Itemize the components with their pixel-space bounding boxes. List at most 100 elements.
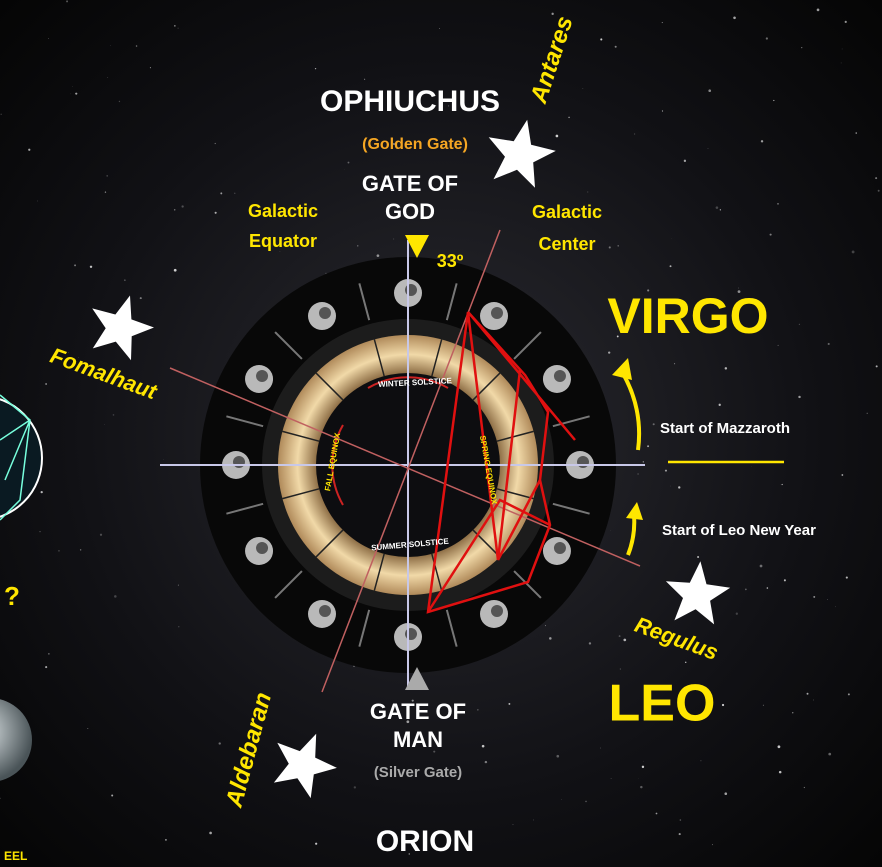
caption: EEL <box>4 849 27 863</box>
bg-star <box>640 786 642 788</box>
bg-star <box>609 246 611 248</box>
bg-star <box>745 588 747 590</box>
bg-star <box>761 140 763 142</box>
bg-star <box>876 365 878 367</box>
bg-star <box>174 25 176 27</box>
bg-star <box>234 193 235 194</box>
bg-star <box>781 484 782 485</box>
bg-star <box>848 693 850 695</box>
start-mazzaroth: Start of Mazzaroth <box>660 420 790 437</box>
bg-star <box>315 68 316 69</box>
bg-star <box>70 94 71 95</box>
bg-star <box>219 742 221 744</box>
bg-star <box>842 49 843 50</box>
bg-star <box>719 404 721 406</box>
bg-star <box>643 761 644 762</box>
bg-star <box>763 705 764 706</box>
bg-star <box>827 599 828 600</box>
bg-star <box>665 470 667 472</box>
bg-star <box>813 700 814 701</box>
bg-star <box>828 343 830 345</box>
bg-star <box>354 786 356 788</box>
bg-star <box>45 383 47 385</box>
bg-star <box>600 748 601 749</box>
bg-star <box>619 635 621 637</box>
bg-star <box>106 175 107 176</box>
bg-star <box>533 820 534 821</box>
page: {"top": {"constellation": "OPHIUCHUS", "… <box>0 0 882 867</box>
zodiac-icon-detail <box>319 605 331 617</box>
question: ? <box>4 581 20 611</box>
bg-star <box>804 787 805 788</box>
bg-star <box>41 491 43 493</box>
bg-star <box>777 203 778 204</box>
bg-star <box>178 585 179 586</box>
galactic-equator-2: Equator <box>249 231 317 251</box>
bg-star <box>798 396 800 398</box>
bg-star <box>770 234 772 236</box>
bg-star <box>817 9 820 12</box>
bg-star <box>140 297 142 299</box>
bg-star <box>835 606 836 607</box>
galactic-center-2: Center <box>538 234 595 254</box>
bg-star <box>100 534 102 536</box>
bg-star <box>163 459 164 460</box>
bg-star <box>799 324 800 325</box>
bg-star <box>701 761 702 762</box>
bg-star <box>111 795 113 797</box>
bg-star <box>28 149 30 151</box>
zodiac-icon-detail <box>491 307 503 319</box>
bg-star <box>90 266 92 268</box>
bg-star <box>778 345 779 346</box>
zodiac-icon-detail <box>491 605 503 617</box>
leo: LEO <box>609 675 716 733</box>
golden-gate: (Golden Gate) <box>362 136 468 153</box>
bg-star <box>867 413 868 414</box>
bg-star <box>852 251 855 254</box>
bg-star <box>119 101 120 102</box>
bg-star <box>679 833 681 835</box>
bg-star <box>37 201 38 202</box>
bg-star <box>813 596 815 598</box>
bg-star <box>485 761 487 763</box>
bg-star <box>48 38 49 39</box>
bg-star <box>678 486 680 488</box>
bg-star <box>280 251 281 252</box>
bg-star <box>634 134 635 135</box>
bg-star <box>846 576 848 578</box>
bg-star <box>724 792 727 795</box>
bg-star <box>773 100 774 101</box>
bg-star <box>697 556 699 558</box>
bg-star <box>315 843 317 845</box>
bg-star <box>712 844 713 845</box>
zodiac-icon-detail <box>405 628 417 640</box>
bg-star <box>357 245 358 246</box>
bg-star <box>841 63 842 64</box>
bg-star <box>556 755 559 758</box>
bg-star <box>792 712 793 713</box>
bg-star <box>643 461 644 462</box>
bg-star <box>74 264 76 266</box>
bg-star <box>512 824 513 825</box>
ophiuchus: OPHIUCHUS <box>320 85 500 118</box>
bg-star <box>779 771 782 774</box>
bg-star <box>760 565 763 568</box>
bg-star <box>733 16 736 19</box>
bg-star <box>722 704 724 706</box>
bg-star <box>736 613 738 615</box>
bg-star <box>878 190 880 192</box>
bg-star <box>716 206 719 209</box>
bg-star <box>611 778 612 779</box>
bg-star <box>720 209 721 210</box>
bg-star <box>439 28 440 29</box>
bg-star <box>40 531 41 532</box>
bg-star <box>209 832 212 835</box>
bg-star <box>0 114 1 115</box>
bg-star <box>620 668 621 669</box>
bg-star <box>642 766 644 768</box>
bg-star <box>708 148 709 149</box>
bg-star <box>617 245 618 246</box>
bg-star <box>181 205 183 207</box>
bg-star <box>855 132 857 134</box>
bg-star <box>807 693 809 695</box>
